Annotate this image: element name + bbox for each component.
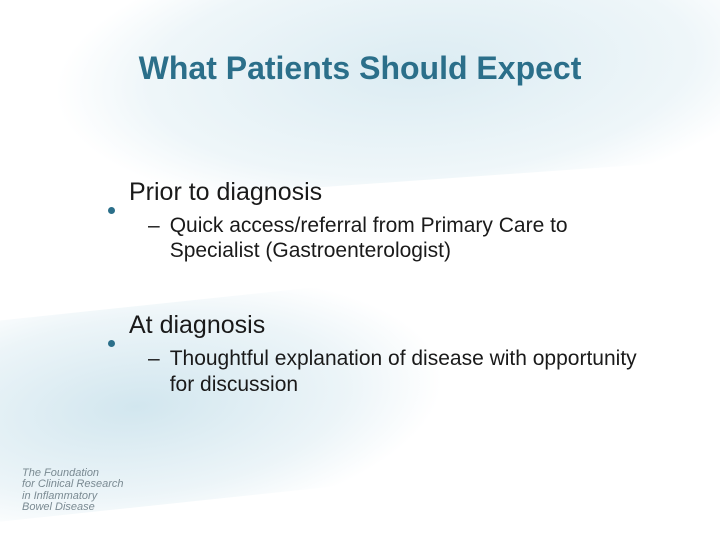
dash-icon: – xyxy=(148,346,160,371)
bullet-level2: – Thoughtful explanation of disease with… xyxy=(148,346,660,396)
slide-title: What Patients Should Expect xyxy=(0,50,720,87)
foundation-logo: The Foundation for Clinical Research in … xyxy=(22,468,123,514)
logo-line: Bowel Disease xyxy=(22,502,123,514)
bullet-dot-icon xyxy=(108,207,115,214)
slide: What Patients Should Expect Prior to dia… xyxy=(0,0,720,540)
bullet-level2-text: Thoughtful explanation of disease with o… xyxy=(170,346,660,396)
bullet-level1: At diagnosis xyxy=(108,311,660,340)
bullet-level2: – Quick access/referral from Primary Car… xyxy=(148,213,660,263)
bullet-level1: Prior to diagnosis xyxy=(108,178,660,207)
bullet-level2-text: Quick access/referral from Primary Care … xyxy=(170,213,660,263)
bullet-level1-text: Prior to diagnosis xyxy=(129,178,322,207)
bullet-dot-icon xyxy=(108,340,115,347)
bullet-level1-text: At diagnosis xyxy=(129,311,265,340)
slide-body: Prior to diagnosis – Quick access/referr… xyxy=(108,178,660,445)
dash-icon: – xyxy=(148,213,160,238)
